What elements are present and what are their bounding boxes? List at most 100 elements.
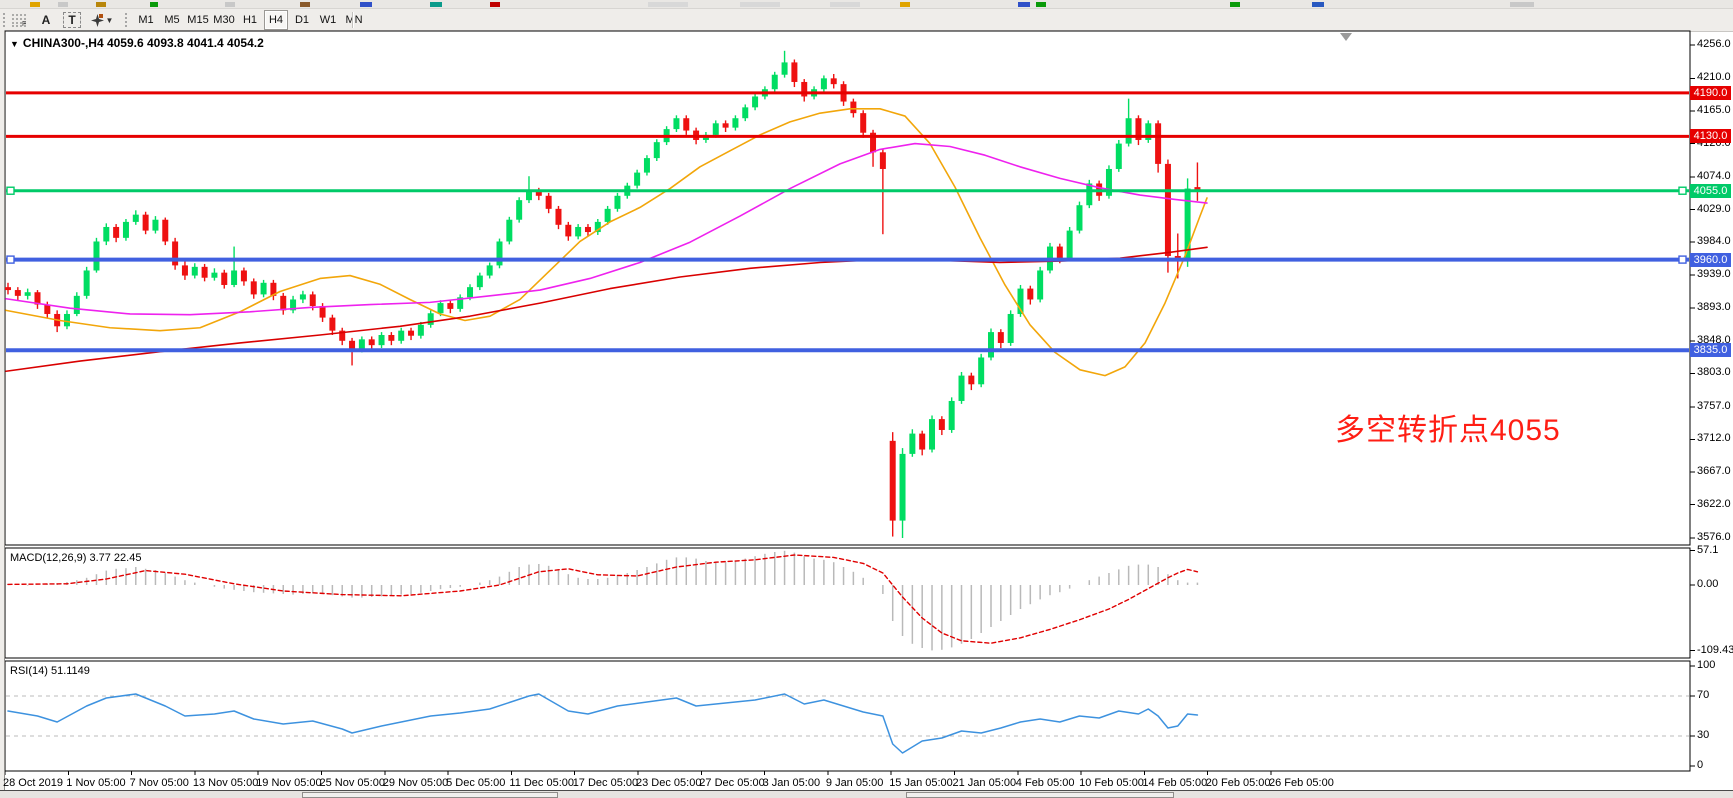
candle-body — [732, 118, 739, 128]
timeframe-button-M30[interactable]: M30 — [213, 14, 235, 26]
rsi-tick-label: 100 — [1697, 659, 1716, 671]
timeframe-button-H1[interactable]: H1 — [242, 14, 258, 26]
shapes-tool-button[interactable]: ▼ — [86, 10, 118, 30]
rsi-indicator-label: RSI(14) 51.1149 — [10, 665, 90, 677]
window-tab[interactable] — [302, 792, 558, 798]
candle-body — [938, 419, 945, 430]
timeframe-button-MN[interactable]: MN — [345, 14, 363, 26]
timeframe-button-M5[interactable]: M5 — [164, 14, 180, 26]
line-handle[interactable] — [6, 186, 15, 195]
chart-text-annotation[interactable]: 多空转折点4055 — [1335, 414, 1561, 447]
price-tick-label: 4210.0 — [1697, 71, 1731, 84]
candle-body — [388, 335, 395, 341]
chart-shift-marker[interactable] — [1340, 33, 1352, 41]
cutoff-toolbar-icon — [1312, 2, 1324, 7]
macd-tick-label: 0.00 — [1697, 578, 1719, 590]
timeframe-button-M15[interactable]: M15 — [187, 14, 209, 26]
cutoff-toolbar-icon — [430, 2, 442, 7]
candle-body — [447, 303, 454, 309]
candle-body — [752, 96, 759, 108]
price-tick-label: 3893.0 — [1697, 301, 1731, 314]
text-label-tool-button[interactable]: A — [41, 13, 51, 27]
price-tick-label: 3803.0 — [1697, 366, 1731, 379]
candle-body — [1135, 118, 1142, 140]
candle-body — [309, 294, 316, 306]
candle-body — [24, 292, 31, 296]
candle-body — [152, 219, 159, 231]
price-tick-label: 4165.0 — [1697, 103, 1731, 116]
candle-body — [535, 190, 542, 196]
candle-body — [879, 152, 886, 169]
candle-body — [270, 282, 277, 296]
candle-body — [349, 340, 356, 350]
candle-body — [525, 190, 532, 201]
window-tab[interactable] — [906, 792, 1174, 798]
candle-body — [673, 118, 680, 130]
price-tick-label: 3712.0 — [1697, 432, 1731, 445]
candle-body — [221, 272, 228, 285]
candle-body — [1017, 288, 1024, 314]
toolbar-separator — [352, 12, 353, 28]
chart-header: ▼ CHINA300-,H4 4059.6 4093.8 4041.4 4054.… — [10, 36, 264, 50]
line-handle[interactable] — [1678, 186, 1687, 195]
timeframe-button-H4[interactable]: H4 — [264, 10, 288, 30]
cutoff-toolbar-icon — [740, 2, 780, 7]
candle-body — [329, 317, 336, 331]
cutoff-toolbar-icon — [648, 2, 688, 7]
candle-body — [614, 195, 621, 209]
time-axis-label: 26 Feb 05:00 — [1269, 777, 1334, 789]
cutoff-toolbar-icon — [1510, 2, 1534, 7]
time-axis-label: 19 Nov 05:00 — [256, 777, 322, 789]
price-tick-label: 3757.0 — [1697, 399, 1731, 412]
candle-body — [34, 292, 41, 305]
cutoff-toolbar-icon — [490, 2, 500, 7]
macd-panel[interactable] — [4, 547, 1691, 659]
price-tick-label: 3848.0 — [1697, 333, 1731, 346]
candle-body — [988, 332, 994, 358]
line-handle[interactable] — [6, 255, 15, 264]
candle-body — [889, 440, 896, 521]
line-handle[interactable] — [1678, 255, 1687, 264]
macd-tick-label: 57.1 — [1697, 543, 1719, 556]
candle-body — [1184, 188, 1191, 262]
candle-body — [1076, 205, 1083, 231]
candle-body — [1125, 118, 1132, 144]
candle-body — [417, 324, 424, 336]
macd-signal-line — [7, 554, 1199, 644]
candle-body — [634, 172, 641, 186]
price-tick-label: 4074.0 — [1697, 169, 1731, 182]
candle-body — [476, 275, 483, 288]
time-axis-label: 15 Jan 05:00 — [889, 777, 953, 789]
candle-body — [240, 270, 247, 282]
collapse-indicator-icon[interactable]: ▼ — [10, 39, 19, 49]
toolbar-grip-2[interactable] — [124, 12, 128, 28]
timeframe-button-W1[interactable]: W1 — [319, 14, 337, 26]
fibonacci-tool-button[interactable]: F — [8, 10, 32, 30]
cutoff-toolbar-icon — [830, 2, 860, 7]
candle-body — [860, 113, 867, 133]
candle-body — [594, 221, 601, 233]
candle-body — [437, 303, 444, 314]
candle-body — [1105, 168, 1112, 196]
toolbar-grip[interactable] — [2, 12, 6, 28]
candle-body — [103, 226, 110, 242]
timeframe-button-D1[interactable]: D1 — [294, 14, 310, 26]
candle-body — [191, 266, 198, 276]
candle-body — [319, 306, 326, 318]
price-chart[interactable] — [5, 50, 1201, 538]
candle-body — [1164, 163, 1171, 256]
timeframe-button-M1[interactable]: M1 — [138, 14, 154, 26]
candle-body — [398, 330, 405, 341]
text-tool-button[interactable]: T — [60, 10, 84, 30]
time-axis-label: 27 Dec 05:00 — [699, 777, 765, 789]
main-panel[interactable] — [4, 30, 1691, 546]
candle-body — [201, 266, 208, 278]
candle-body — [929, 419, 936, 450]
candle-body — [1066, 230, 1073, 259]
rsi-panel[interactable] — [4, 660, 1691, 772]
candle-body — [899, 453, 906, 521]
cutoff-toolbar-icon — [225, 2, 235, 7]
candle-body — [260, 282, 267, 295]
time-axis-label: 20 Feb 05:00 — [1205, 777, 1271, 789]
